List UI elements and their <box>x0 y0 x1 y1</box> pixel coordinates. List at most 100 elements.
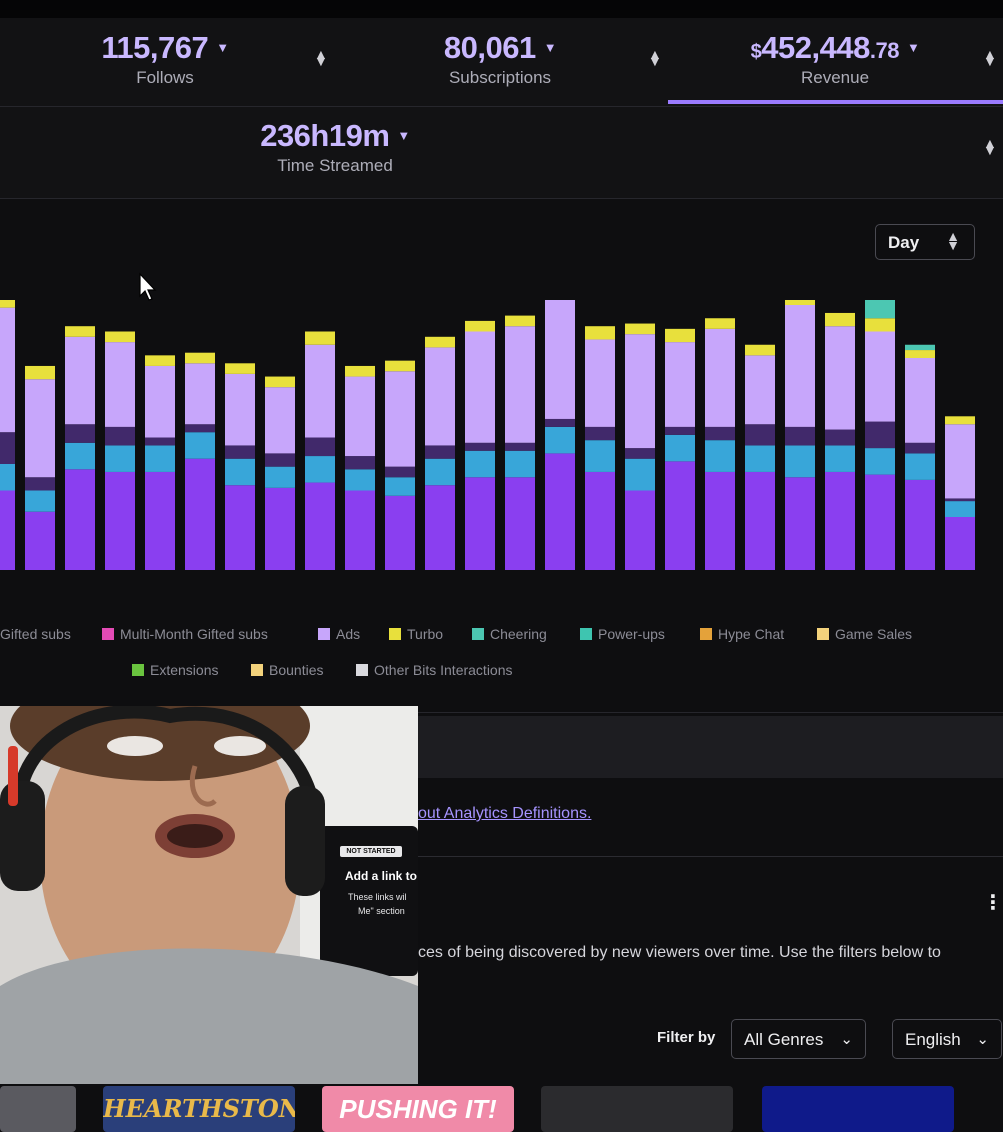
legend-item-multi-month[interactable]: Multi-Month Gifted subs <box>102 626 268 642</box>
bar-segment-gifted-subs[interactable] <box>945 517 975 570</box>
bar-segment-ads[interactable] <box>585 339 615 427</box>
legend-item-hype-chat[interactable]: Hype Chat <box>700 626 784 642</box>
bar-segment-power-ups[interactable] <box>425 458 455 486</box>
thumbnail-hearthstone[interactable]: HEARTHSTONE <box>103 1086 295 1132</box>
bar-segment-turbo[interactable] <box>785 300 815 305</box>
subscriptions-sort-icon[interactable]: ▲ ▼ <box>648 46 662 69</box>
bar-segment-power-ups[interactable] <box>65 442 95 470</box>
bar-segment-ads[interactable] <box>185 363 215 425</box>
bar-segment-power-ups[interactable] <box>625 458 655 491</box>
bar-segment-gifted-subs[interactable] <box>625 490 655 571</box>
stat-subscriptions[interactable]: 80,061 ▼ Subscriptions <box>395 30 605 88</box>
bar-segment-power-ups[interactable] <box>145 445 175 472</box>
bar-segment-power-ups[interactable] <box>745 445 775 472</box>
bar-segment-turbo[interactable] <box>185 352 215 364</box>
bar-segment-cheering[interactable] <box>865 300 895 319</box>
legend-item-other-bits[interactable]: Other Bits Interactions <box>356 662 513 678</box>
bar-segment-ads[interactable] <box>785 305 815 427</box>
bar-segment-turbo[interactable] <box>745 344 775 356</box>
bar-segment-gifted-subs[interactable] <box>465 477 495 570</box>
bar-segment-other[interactable] <box>625 448 655 459</box>
bar-segment-power-ups[interactable] <box>265 466 295 488</box>
bar-segment-gifted-subs[interactable] <box>145 471 175 570</box>
bar-segment-ads[interactable] <box>945 424 975 499</box>
legend-item-game-sales[interactable]: Game Sales <box>817 626 912 642</box>
bar-segment-ads[interactable] <box>665 342 695 427</box>
bar-segment-turbo[interactable] <box>945 416 975 425</box>
bar-segment-gifted-subs[interactable] <box>65 469 95 570</box>
bar-segment-gifted-subs[interactable] <box>825 471 855 570</box>
bar-segment-other[interactable] <box>665 426 695 435</box>
bar-segment-other[interactable] <box>105 426 135 446</box>
bar-segment-power-ups[interactable] <box>825 445 855 472</box>
bar-segment-power-ups[interactable] <box>705 440 735 472</box>
bar-segment-ads[interactable] <box>385 371 415 467</box>
bar-segment-other[interactable] <box>65 424 95 443</box>
bar-segment-power-ups[interactable] <box>505 450 535 478</box>
bar-segment-turbo[interactable] <box>865 318 895 332</box>
bar-segment-ads[interactable] <box>865 331 895 422</box>
bar-segment-turbo[interactable] <box>505 315 535 327</box>
bar-segment-gifted-subs[interactable] <box>305 482 335 570</box>
thumbnail-1[interactable] <box>0 1086 76 1132</box>
bar-segment-gifted-subs[interactable] <box>745 471 775 570</box>
bar-segment-other[interactable] <box>905 442 935 454</box>
legend-item-power-ups[interactable]: Power-ups <box>580 626 665 642</box>
bar-segment-power-ups[interactable] <box>305 456 335 483</box>
bar-segment-turbo[interactable] <box>465 320 495 332</box>
bar-segment-power-ups[interactable] <box>25 490 55 512</box>
bar-segment-power-ups[interactable] <box>185 432 215 459</box>
bar-segment-other[interactable] <box>945 498 975 502</box>
bar-segment-turbo[interactable] <box>145 355 175 366</box>
bar-segment-other[interactable] <box>865 421 895 449</box>
bar-segment-power-ups[interactable] <box>105 445 135 472</box>
bar-segment-other[interactable] <box>545 418 575 427</box>
legend-item-ads[interactable]: Ads <box>318 626 360 642</box>
interval-select[interactable]: Day ▲ ▼ <box>875 224 975 260</box>
bar-segment-gifted-subs[interactable] <box>265 487 295 570</box>
bar-segment-turbo[interactable] <box>665 328 695 343</box>
bar-segment-turbo[interactable] <box>105 331 135 343</box>
bar-segment-ads[interactable] <box>25 379 55 478</box>
bar-segment-gifted-subs[interactable] <box>385 495 415 570</box>
bar-segment-other[interactable] <box>785 426 815 446</box>
bar-segment-power-ups[interactable] <box>585 440 615 472</box>
bar-segment-turbo[interactable] <box>385 360 415 372</box>
bar-segment-turbo[interactable] <box>625 323 655 335</box>
bar-segment-power-ups[interactable] <box>785 445 815 478</box>
bar-segment-turbo[interactable] <box>225 363 255 374</box>
stat-time-streamed[interactable]: 236h19m ▼ Time Streamed <box>220 118 450 176</box>
bar-segment-other[interactable] <box>305 437 335 457</box>
stat-follows[interactable]: 115,767 ▼ Follows <box>60 30 270 88</box>
bar-segment-power-ups[interactable] <box>665 434 695 462</box>
bar-segment-other[interactable] <box>425 445 455 459</box>
genre-dropdown[interactable]: All Genres ⌄ <box>731 1019 866 1059</box>
bar-segment-turbo[interactable] <box>905 350 935 358</box>
bar-segment-gifted-subs[interactable] <box>705 471 735 570</box>
follows-sort-icon[interactable]: ▲ ▼ <box>314 46 328 69</box>
bar-segment-gifted-subs[interactable] <box>185 458 215 570</box>
bar-segment-other[interactable] <box>145 437 175 446</box>
revenue-sort-icon[interactable]: ▲ ▼ <box>983 46 997 69</box>
bar-segment-ads[interactable] <box>825 326 855 430</box>
bar-segment-turbo[interactable] <box>25 365 55 380</box>
bar-segment-turbo[interactable] <box>425 336 455 348</box>
bar-segment-gifted-subs[interactable] <box>545 453 575 570</box>
bar-segment-gifted-subs[interactable] <box>905 479 935 570</box>
bar-segment-ads[interactable] <box>505 326 535 443</box>
bar-segment-turbo[interactable] <box>305 331 335 345</box>
bar-segment-ads[interactable] <box>345 376 375 457</box>
legend-item-extensions[interactable]: Extensions <box>132 662 218 678</box>
bar-segment-cheering[interactable] <box>905 344 935 351</box>
bar-segment-power-ups[interactable] <box>0 464 15 491</box>
thumbnail-5[interactable] <box>762 1086 954 1132</box>
bar-segment-turbo[interactable] <box>705 318 735 329</box>
bar-segment-gifted-subs[interactable] <box>25 511 55 570</box>
bar-segment-other[interactable] <box>0 432 15 464</box>
bar-segment-gifted-subs[interactable] <box>665 461 695 570</box>
bar-segment-power-ups[interactable] <box>465 450 495 478</box>
bar-segment-other[interactable] <box>225 445 255 459</box>
bar-segment-gifted-subs[interactable] <box>425 485 455 570</box>
bar-segment-ads[interactable] <box>625 334 655 449</box>
bar-segment-ads[interactable] <box>705 328 735 427</box>
